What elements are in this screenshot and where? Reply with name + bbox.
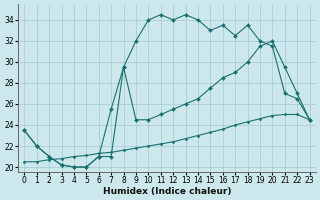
X-axis label: Humidex (Indice chaleur): Humidex (Indice chaleur) [103,187,231,196]
